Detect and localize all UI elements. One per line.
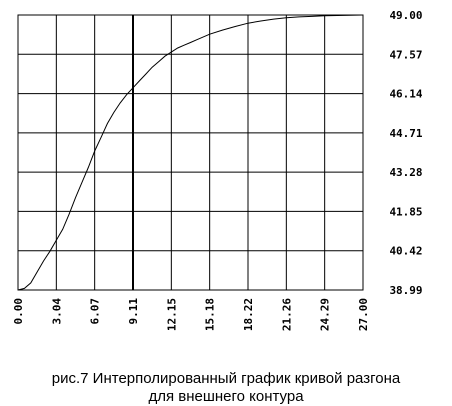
y-tick-label: 40.42 — [389, 245, 422, 258]
caption-line-2: для внешнего контура — [148, 388, 304, 405]
series-line — [17, 14, 364, 291]
x-tick-label: 27.00 — [357, 298, 370, 331]
chart: 38.99 40.42 41.85 43.28 44.71 46.14 47.57 49.00… — [12, 9, 423, 331]
x-tick-label: 15.18 — [204, 298, 217, 331]
y-tick-label: 49.00 — [389, 9, 422, 22]
x-tick-label: 24.29 — [319, 298, 332, 331]
y-tick-label: 38.99 — [389, 284, 422, 297]
y-tick-label: 46.14 — [389, 88, 422, 101]
x-tick-label: 6.07 — [89, 298, 102, 325]
y-tick-label: 43.28 — [389, 166, 422, 179]
y-tick-label: 44.71 — [389, 127, 422, 140]
x-tick-labels: 0.00 3.04 6.07 9.11 12.15 15.18 18.22 21.26 24.2… — [12, 298, 370, 331]
x-tick-label: 0.00 — [12, 298, 25, 325]
x-tick-label: 12.15 — [165, 298, 178, 331]
x-tick-label: 9.11 — [127, 298, 140, 325]
plot-frame — [17, 14, 364, 291]
x-tick-label: 3.04 — [50, 298, 63, 325]
x-tick-label: 21.26 — [280, 298, 293, 331]
y-tick-label: 41.85 — [389, 205, 422, 218]
caption-line-1: рис.7 Интерполированный график кривой ра… — [51, 370, 401, 387]
y-tick-label: 47.57 — [389, 48, 422, 61]
grid — [18, 15, 363, 290]
y-tick-labels: 38.99 40.42 41.85 43.28 44.71 46.14 47.57 49.00 — [389, 9, 422, 297]
x-tick-label: 18.22 — [242, 298, 255, 331]
